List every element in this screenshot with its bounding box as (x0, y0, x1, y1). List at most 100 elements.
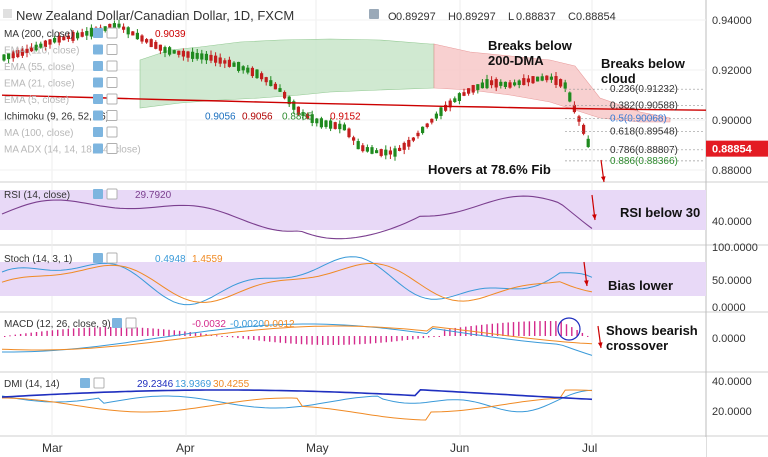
price-axis-label: 0.94000 (712, 15, 752, 27)
macd-bar (173, 330, 175, 336)
ohlc-value: 0.88837 (516, 11, 556, 23)
macd-bar (322, 336, 324, 345)
candle-body (356, 141, 360, 150)
chart-title: New Zealand Dollar/Canadian Dollar, 1D, … (16, 8, 294, 23)
indicator-label: EMA (5, close) (4, 95, 69, 106)
stoch-d-line (1, 262, 593, 303)
settings-icon[interactable] (106, 188, 118, 200)
macd-bar (141, 327, 144, 336)
candle-body (2, 54, 6, 61)
settings-icon[interactable] (93, 377, 105, 389)
candle-body (214, 55, 218, 63)
macd-bar (544, 321, 546, 336)
ohlc-value: 0.89297 (396, 11, 436, 23)
candle-body (324, 120, 328, 127)
settings-icon[interactable] (106, 126, 118, 138)
macd-bar (9, 335, 11, 337)
candle-body (352, 137, 356, 141)
candle-body (89, 27, 93, 37)
collapse-icon[interactable] (3, 9, 12, 18)
candle-body (117, 23, 121, 28)
eye-icon[interactable] (93, 28, 103, 38)
macd-bar (390, 336, 393, 342)
eye-icon[interactable] (93, 189, 103, 199)
candle-body (494, 79, 498, 88)
candle-body (172, 50, 176, 54)
candle-body (416, 132, 420, 137)
candle-body (471, 85, 475, 93)
eye-icon[interactable] (93, 127, 103, 137)
eye-icon[interactable] (93, 94, 103, 104)
settings-icon[interactable] (106, 77, 118, 88)
settings-icon[interactable] (106, 110, 118, 121)
eye-icon[interactable] (93, 143, 103, 154)
indicator-value: 0.9152 (330, 112, 361, 123)
eye-icon[interactable] (369, 9, 379, 19)
macd-bar (534, 321, 536, 336)
settings-icon[interactable] (106, 60, 118, 72)
macd-bar (152, 328, 154, 336)
settings-icon[interactable] (106, 143, 118, 154)
rsi-line (1, 195, 593, 240)
annotation-breaks-dma: Breaks below (488, 38, 573, 53)
eye-icon[interactable] (93, 77, 103, 88)
macd-bar (72, 328, 75, 336)
macd-bar (221, 335, 223, 337)
eye-icon[interactable] (93, 61, 103, 71)
stoch-band (0, 262, 706, 296)
ichimoku-cloud-red (433, 43, 671, 123)
stoch-label: Stoch (14, 3, 1) (4, 254, 72, 265)
indicator-label: EMA (21, close) (4, 79, 75, 90)
macd-bar (62, 329, 64, 336)
settings-icon[interactable] (125, 317, 137, 329)
macd-bar (433, 336, 435, 337)
macd-bar (565, 324, 568, 336)
macd-bar (491, 323, 493, 336)
candle-body (48, 39, 52, 45)
macd-bar (332, 336, 334, 345)
candle-body (227, 59, 231, 67)
annotation-macd: crossover (606, 338, 668, 353)
di-minus-line (2, 389, 593, 421)
macd-bar (359, 336, 361, 345)
candle-body (582, 124, 586, 134)
candle-body (342, 124, 346, 131)
candle-body (370, 147, 374, 154)
macd-bar (216, 335, 218, 337)
ohlc-value: 0.89297 (456, 11, 496, 23)
candle-body (195, 52, 199, 59)
eye-icon[interactable] (93, 110, 103, 121)
indicator-label: EMA (55, close) (4, 62, 75, 73)
candle-body (181, 50, 185, 57)
eye-icon[interactable] (93, 253, 103, 263)
eye-icon[interactable] (112, 318, 122, 328)
candle-body (329, 120, 333, 129)
eye-icon[interactable] (93, 44, 103, 55)
candle-body (11, 51, 15, 59)
annotation-stoch: Bias lower (608, 278, 673, 293)
candle-body (177, 50, 181, 55)
fib-label: 0.786(0.88807) (610, 145, 678, 156)
settings-icon[interactable] (106, 93, 118, 105)
dmi-axis-label: 20.0000 (712, 406, 752, 418)
candle-body (112, 23, 116, 29)
macd-line (2, 323, 593, 356)
settings-icon[interactable] (106, 252, 118, 264)
candle-body (218, 57, 222, 64)
price-axis-label: 0.92000 (712, 65, 752, 77)
candle-body (508, 82, 512, 88)
macd-bar (125, 327, 128, 336)
macd-bar (311, 336, 313, 345)
macd-bar (316, 336, 319, 345)
macd-bar (343, 336, 345, 345)
candle-body (402, 142, 406, 150)
settings-icon[interactable] (106, 27, 118, 39)
macd-bar (115, 327, 117, 336)
stoch-value-k: 0.4948 (155, 254, 186, 265)
dmi-value: 30.4255 (213, 379, 250, 390)
candle-body (577, 116, 581, 122)
candle-body (103, 26, 107, 31)
settings-icon[interactable] (106, 44, 118, 55)
eye-icon[interactable] (80, 378, 90, 388)
